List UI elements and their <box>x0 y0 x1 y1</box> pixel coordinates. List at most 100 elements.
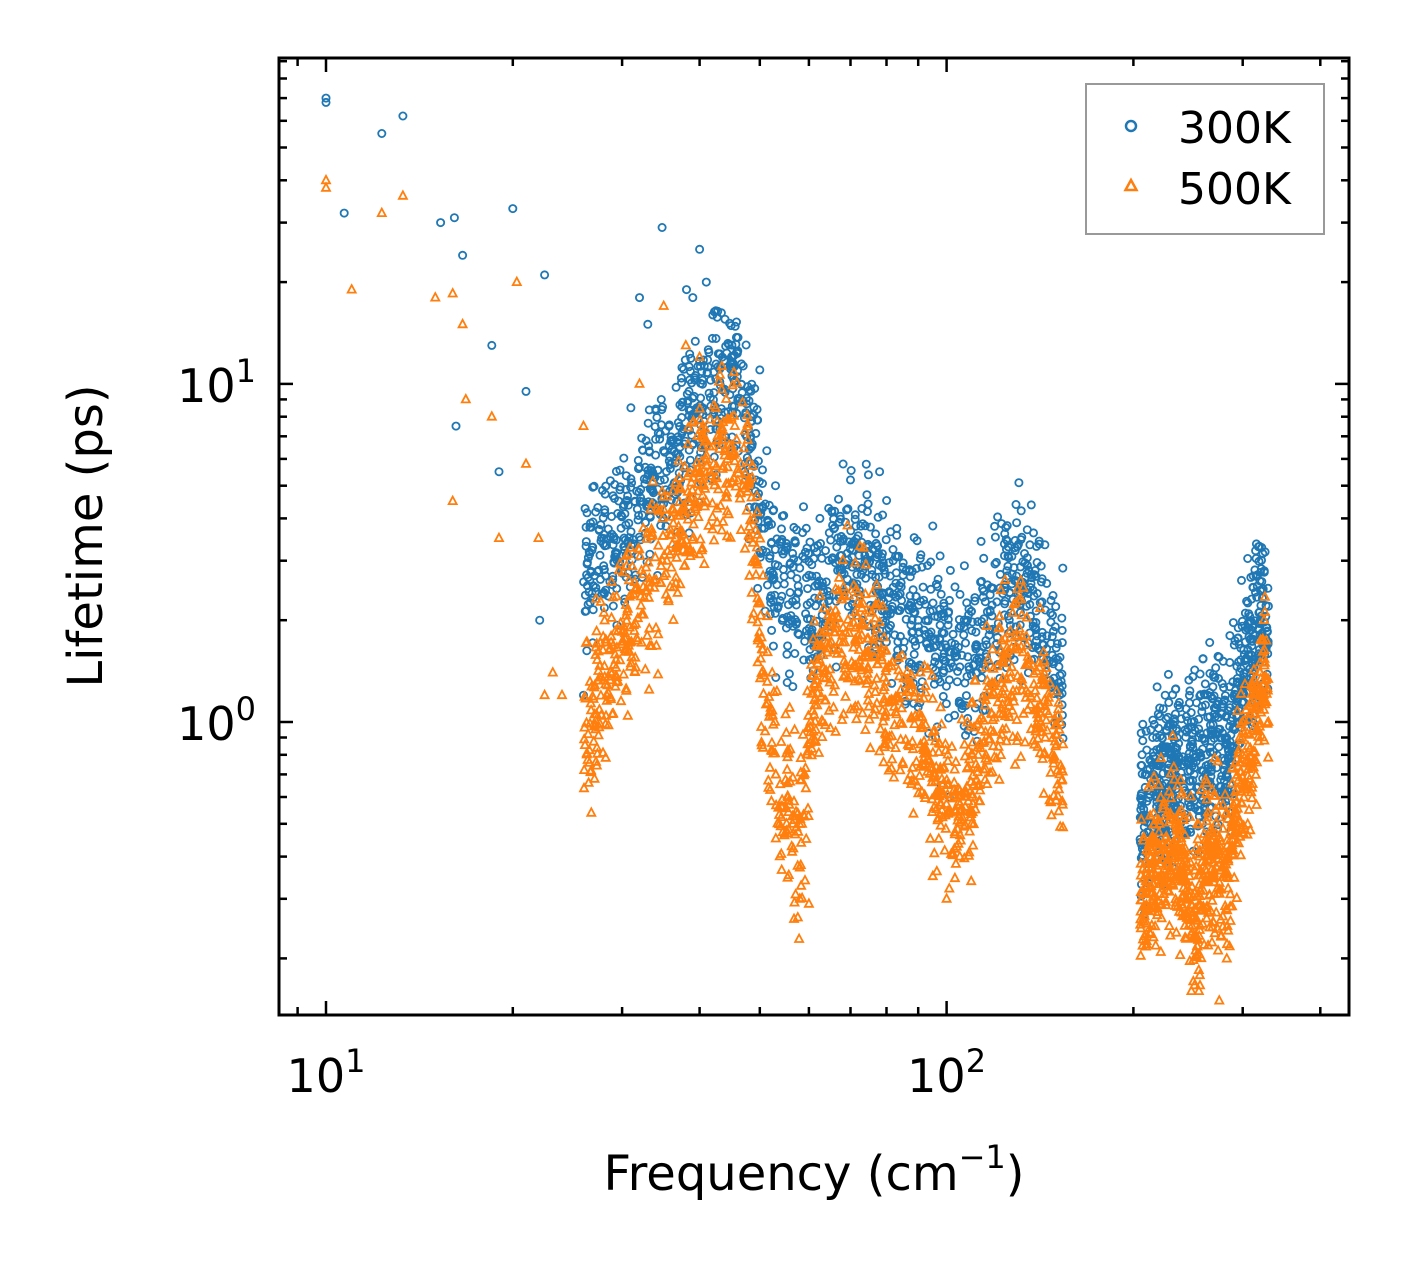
point-500k <box>897 756 909 767</box>
point-300k <box>1040 540 1050 550</box>
point-500k <box>1042 695 1054 707</box>
point-300k <box>1139 804 1149 814</box>
point-500k <box>1135 893 1147 905</box>
point-500k <box>620 682 632 693</box>
point-500k <box>761 609 773 621</box>
point-500k <box>1194 889 1206 900</box>
point-300k <box>582 646 592 656</box>
point-500k <box>611 675 623 687</box>
point-500k <box>1176 803 1188 815</box>
point-500k <box>1164 813 1176 824</box>
point-500k <box>1226 817 1238 829</box>
point-500k <box>1155 868 1167 880</box>
point-300k <box>1031 636 1041 646</box>
point-300k <box>677 428 687 438</box>
point-500k <box>1040 713 1052 725</box>
point-500k <box>850 636 862 647</box>
point-300k <box>981 636 991 646</box>
point-500k <box>982 652 994 663</box>
point-300k <box>624 518 634 528</box>
point-500k <box>1251 721 1263 732</box>
point-300k <box>758 503 768 513</box>
point-500k <box>922 662 934 673</box>
point-500k <box>629 665 641 676</box>
point-300k <box>746 386 756 396</box>
point-500k <box>755 652 767 663</box>
point-300k <box>1007 551 1017 561</box>
point-500k <box>346 283 358 294</box>
point-500k <box>980 752 992 763</box>
point-500k <box>869 685 881 696</box>
point-300k <box>686 353 696 363</box>
point-300k <box>1182 727 1192 737</box>
point-500k <box>877 704 889 715</box>
y-tick-label: 101 <box>177 352 256 413</box>
point-500k <box>591 653 603 664</box>
point-500k <box>620 598 632 609</box>
point-500k <box>1163 885 1175 896</box>
point-300k <box>970 596 980 606</box>
point-500k <box>780 726 792 737</box>
point-500k <box>908 690 920 701</box>
point-500k <box>893 670 905 681</box>
legend[interactable]: 300K 500K <box>1085 83 1325 235</box>
point-300k <box>1048 657 1058 667</box>
point-500k <box>539 688 551 700</box>
point-500k <box>972 761 983 772</box>
point-300k <box>814 576 824 586</box>
point-500k <box>590 755 602 766</box>
point-300k <box>990 532 1000 542</box>
point-300k <box>770 608 780 618</box>
point-500k <box>877 715 889 726</box>
point-500k <box>856 616 868 627</box>
point-500k <box>1135 869 1147 880</box>
point-300k <box>603 524 613 534</box>
point-500k <box>615 694 627 706</box>
point-500k <box>901 665 913 676</box>
point-500k <box>592 664 604 675</box>
point-300k <box>1137 789 1147 799</box>
point-500k <box>1140 843 1152 855</box>
point-500k <box>1248 663 1260 674</box>
point-300k <box>918 582 928 592</box>
point-500k <box>742 417 754 428</box>
point-500k <box>679 558 691 570</box>
point-500k <box>597 746 609 757</box>
point-300k <box>1056 676 1066 686</box>
point-300k <box>907 628 917 638</box>
point-500k <box>1191 950 1202 962</box>
point-500k <box>963 846 975 857</box>
point-500k <box>935 700 947 712</box>
point-500k <box>795 858 807 869</box>
point-300k <box>821 546 831 556</box>
point-500k <box>689 502 701 514</box>
point-300k <box>765 551 775 561</box>
point-300k <box>1145 755 1155 765</box>
point-500k <box>995 643 1007 655</box>
point-500k <box>840 690 851 701</box>
point-300k <box>785 588 795 598</box>
point-500k <box>680 533 692 545</box>
point-500k <box>828 701 839 712</box>
point-300k <box>971 627 981 637</box>
point-300k <box>589 481 599 491</box>
point-500k <box>1034 601 1046 612</box>
point-300k <box>1016 506 1026 516</box>
point-500k <box>641 584 653 595</box>
point-500k <box>1177 868 1189 879</box>
point-500k <box>1173 805 1185 816</box>
point-300k <box>1233 633 1243 643</box>
point-300k <box>1240 608 1250 618</box>
point-300k <box>670 458 680 468</box>
point-500k <box>630 617 642 628</box>
point-300k <box>1185 766 1195 776</box>
point-300k <box>704 388 714 398</box>
point-500k <box>1231 704 1243 715</box>
point-300k <box>789 554 799 564</box>
point-500k <box>664 522 676 534</box>
point-500k <box>895 683 907 694</box>
point-500k <box>746 612 758 624</box>
point-500k <box>533 531 544 542</box>
point-300k <box>1194 733 1204 743</box>
point-500k <box>909 717 920 728</box>
